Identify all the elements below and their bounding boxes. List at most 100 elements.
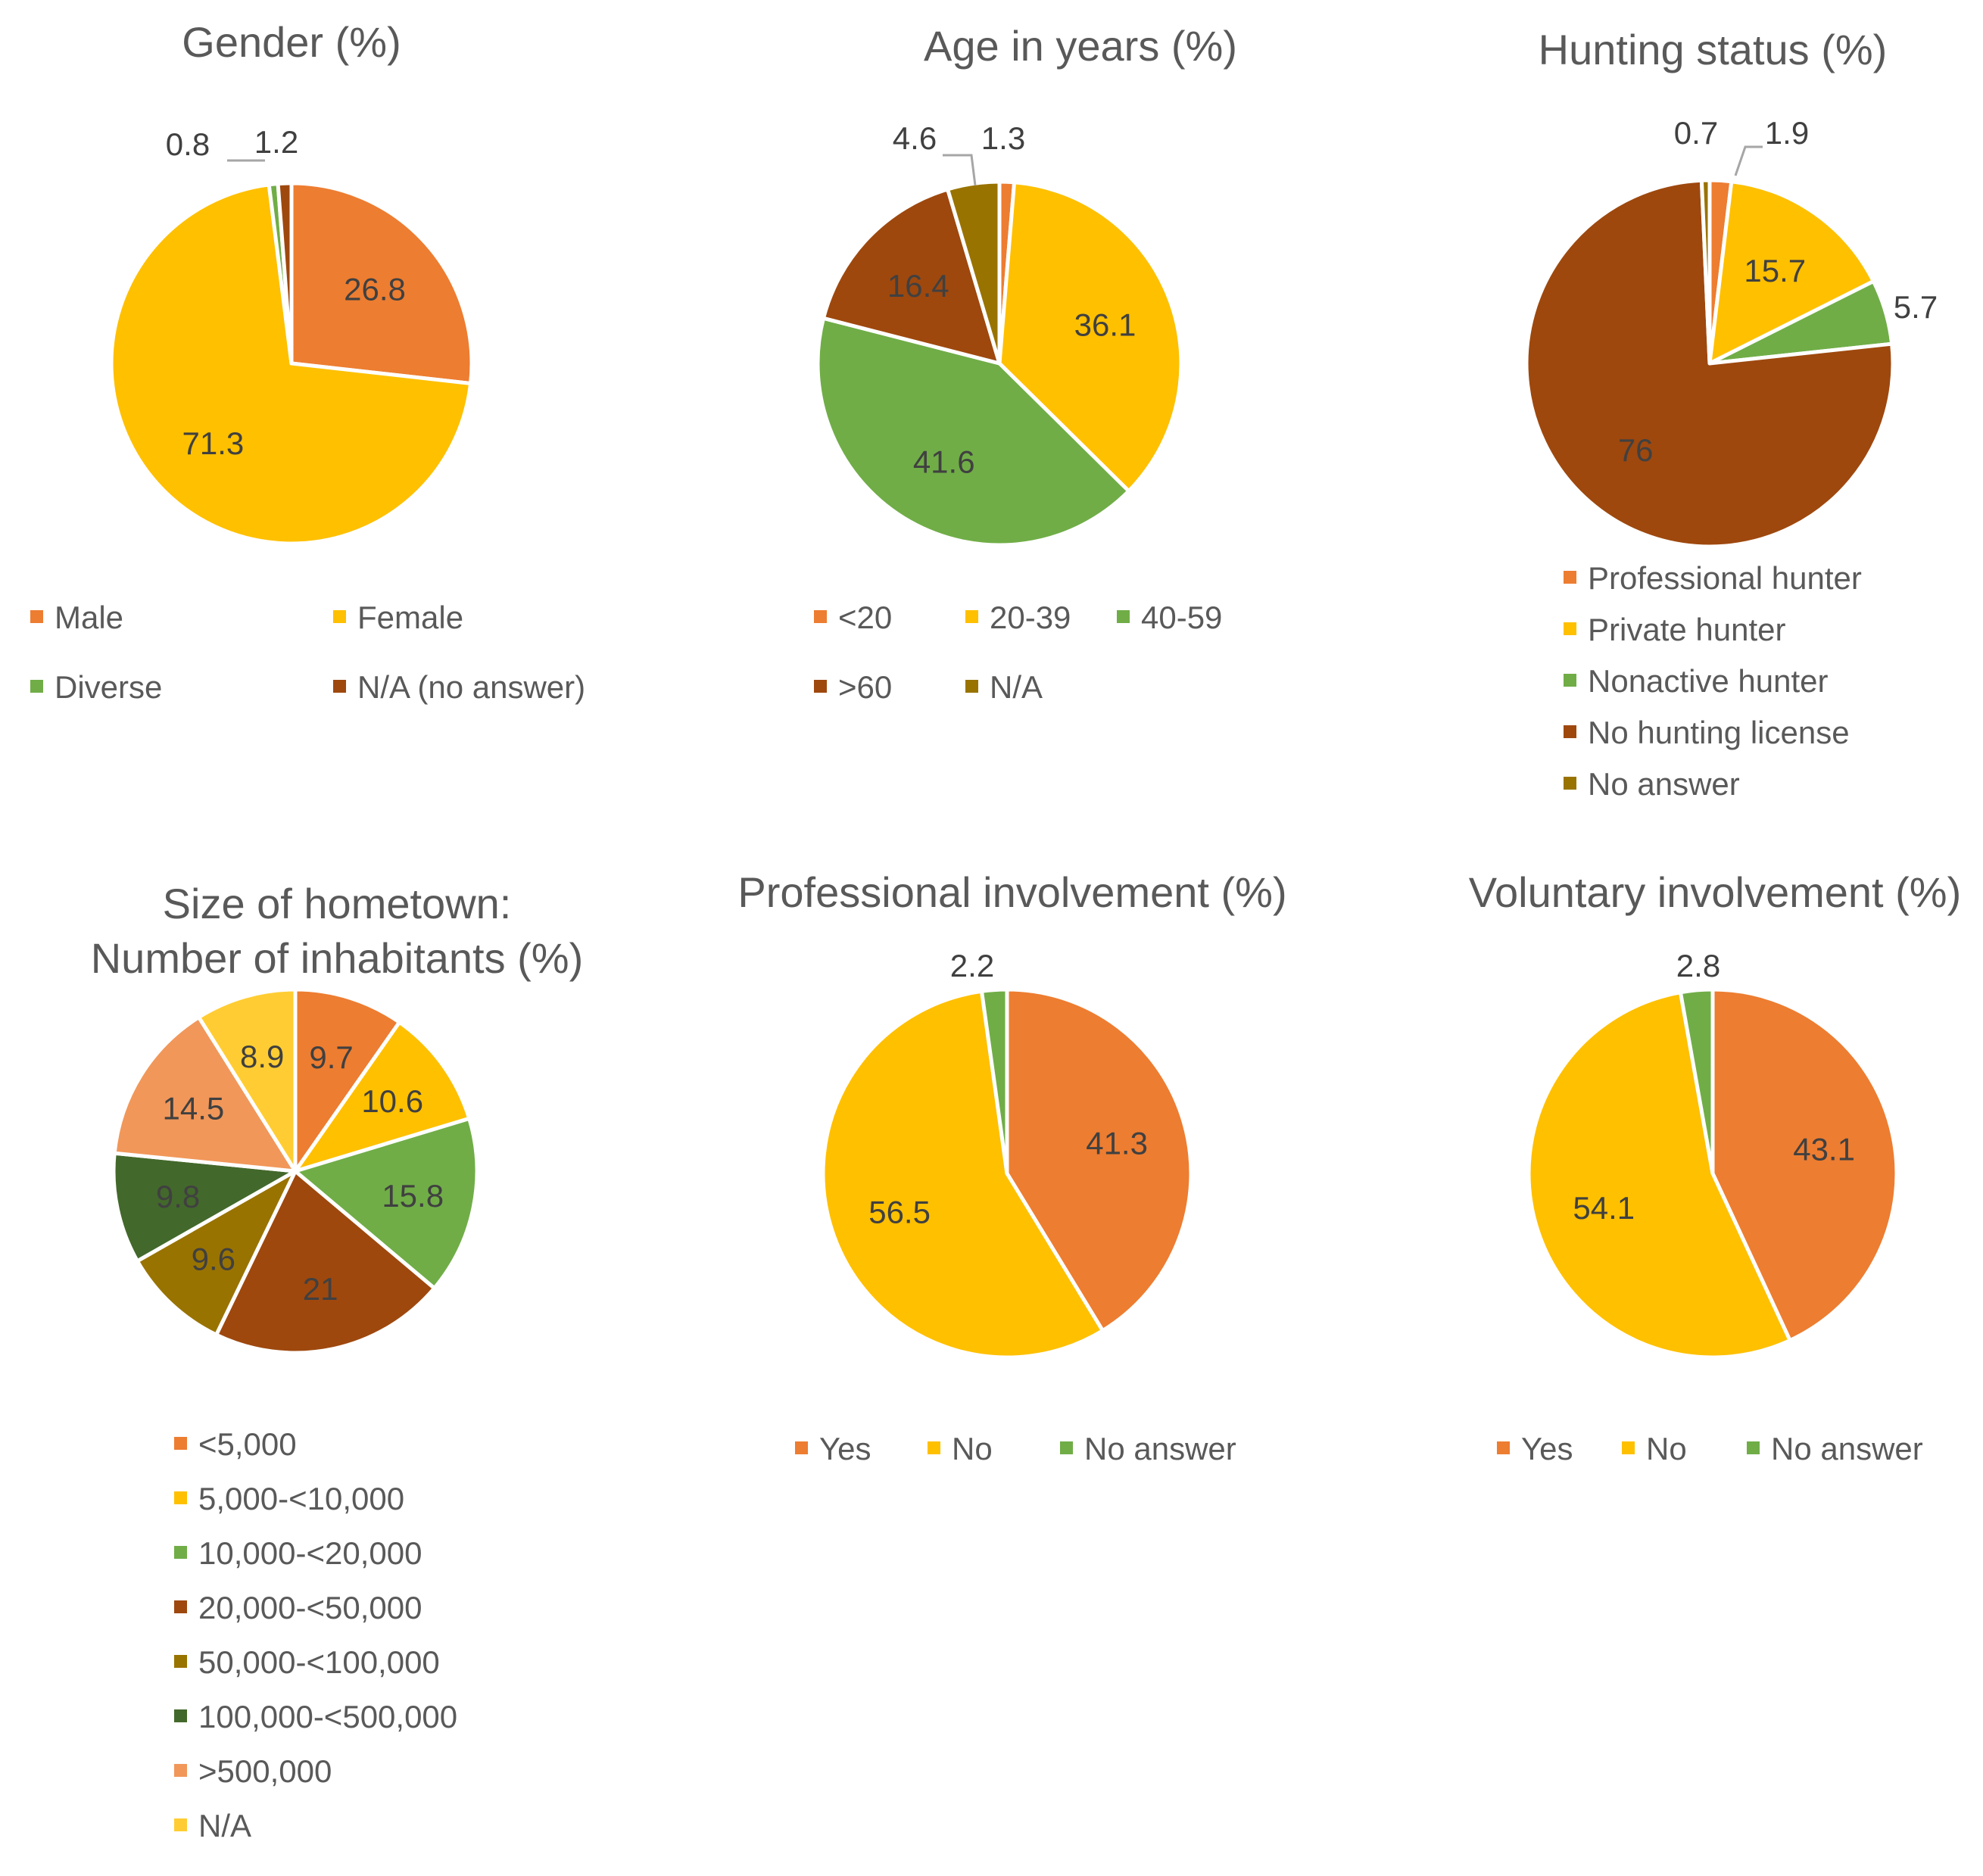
legend-swatch	[1622, 1441, 1635, 1454]
data-label-no-answer: 0.7	[1674, 115, 1718, 151]
legend-label: Female	[357, 600, 463, 635]
legend-swatch	[965, 680, 978, 693]
legend-item-20-39: 20-39	[965, 600, 1071, 635]
legend-swatch	[1747, 1441, 1760, 1454]
data-label-n-a-no-answer: 1.2	[254, 124, 298, 160]
data-label-diverse: 0.8	[166, 126, 210, 162]
legend-label: 50,000-<100,000	[198, 1644, 440, 1680]
legend-label: 20-39	[990, 600, 1071, 635]
leader-line-n-a	[943, 154, 977, 186]
data-label-female: 71.3	[182, 425, 245, 461]
data-label-5-000: 9.7	[309, 1039, 353, 1075]
legend-item-no-answer: No answer	[1564, 766, 1740, 802]
legend-item-female: Female	[333, 600, 463, 635]
legend-item-no: No	[928, 1431, 993, 1466]
pie-slice-n-a	[946, 179, 1002, 366]
pie-slices	[821, 987, 1193, 1360]
legend-swatch	[1564, 725, 1576, 738]
legend: <20 20-39 40-59 >60 N/A	[814, 600, 1222, 705]
legend-item-no-answer: No answer	[1747, 1431, 1923, 1466]
legend-item-no-answer: No answer	[1060, 1431, 1236, 1466]
legend-label: 40-59	[1141, 600, 1222, 635]
legend-item-20-000-50-000: 20,000-<50,000	[174, 1590, 422, 1625]
legend-swatch	[174, 1818, 187, 1831]
pie-slice-50-000-100-000	[135, 1169, 298, 1337]
legend-label: Private hunter	[1588, 612, 1785, 647]
data-label-yes: 41.3	[1086, 1125, 1148, 1161]
pie-slice-5-000	[293, 987, 401, 1173]
legend-swatch	[174, 1655, 187, 1668]
legend-item-yes: Yes	[1497, 1431, 1573, 1466]
legend-label: >60	[838, 669, 892, 705]
legend-label: Yes	[1521, 1431, 1573, 1466]
data-label-5-000-10-000: 10.6	[361, 1083, 423, 1119]
chart-title-line-1: Size of hometown:	[163, 880, 512, 927]
gender-pie-chart: Gender (%) 26.8 71.3 0.8 1.2 Male Female Dive…	[30, 18, 585, 705]
legend-swatch	[333, 610, 346, 623]
pie-slice-no	[821, 989, 1105, 1360]
data-labels: 9.710.6 15.8 21 9.6 9.8 14.5 8.9	[156, 1039, 444, 1307]
pie-slice-n-a	[197, 987, 298, 1173]
legend-label: 5,000-<10,000	[198, 1481, 404, 1516]
legend-swatch	[1564, 622, 1576, 635]
legend: <5,000 5,000-<10,000 10,000-<20,000 20,000-…	[174, 1426, 457, 1843]
data-label-n-a: 8.9	[240, 1039, 284, 1074]
legend-swatch	[174, 1546, 187, 1559]
legend-item-5-000: <5,000	[174, 1426, 297, 1462]
data-labels: 41.3 56.5 2.2	[868, 948, 1148, 1230]
legend-label: No hunting license	[1588, 715, 1850, 750]
data-label-no: 54.1	[1573, 1190, 1635, 1226]
pie-slice-60	[822, 187, 1002, 366]
data-label-n-a: 4.6	[893, 120, 937, 156]
legend-swatch	[814, 610, 827, 623]
hunting-status-pie-chart: Hunting status (%) 1.9 15.7 5.7 76 0.7 Profe…	[1524, 26, 1938, 802]
legend-swatch	[174, 1600, 187, 1613]
legend-label: No answer	[1588, 766, 1740, 802]
legend-label: 20,000-<50,000	[198, 1590, 422, 1625]
pie-slice-20-000-50-000	[214, 1169, 437, 1355]
legend-swatch	[333, 680, 346, 693]
pie-slices	[1526, 987, 1899, 1360]
legend-label: Diverse	[55, 669, 162, 705]
pie-slices	[815, 179, 1183, 547]
legend-swatch	[174, 1437, 187, 1450]
legend-label: <20	[838, 600, 892, 635]
chart-title: Hunting status (%)	[1539, 26, 1888, 73]
legend-item-n-a: N/A	[174, 1808, 251, 1843]
legend-item-private-hunter: Private hunter	[1564, 612, 1785, 647]
data-label-professional-hunter: 1.9	[1765, 115, 1809, 151]
data-label-60: 16.4	[887, 268, 949, 304]
data-label-no: 56.5	[868, 1195, 931, 1230]
data-labels: 1.9 15.7 5.7 76 0.7	[1618, 115, 1938, 468]
legend-label: No	[952, 1431, 993, 1466]
legend-label: Male	[55, 600, 123, 635]
voluntary-involvement-pie-chart: Voluntary involvement (%) 43.1 54.1 2.8 Ye…	[1469, 868, 1962, 1466]
pie-slice-private-hunter	[1707, 179, 1875, 366]
legend: Yes No No answer	[795, 1431, 1236, 1466]
pie-slice-no-answer	[980, 987, 1009, 1176]
pie-slice-yes	[1710, 987, 1899, 1343]
legend-item-60: >60	[814, 669, 892, 705]
legend-label: N/A	[990, 669, 1043, 705]
legend-item-100-000-500-000: 100,000-<500,000	[174, 1699, 457, 1734]
chart-title: Gender (%)	[182, 18, 401, 66]
pie-slice-n-a-no-answer	[276, 181, 294, 366]
legend-label: <5,000	[198, 1426, 297, 1462]
data-labels: 26.8 71.3 0.8 1.2	[166, 124, 406, 461]
legend-label: 100,000-<500,000	[198, 1699, 457, 1734]
data-label-private-hunter: 15.7	[1744, 253, 1806, 288]
legend-item-5-000-10-000: 5,000-<10,000	[174, 1481, 404, 1516]
legend-swatch	[928, 1441, 940, 1454]
data-label-no-hunting-license: 76	[1618, 432, 1654, 468]
pie-slice-100-000-500-000	[111, 1151, 298, 1264]
legend-label: Yes	[819, 1431, 871, 1466]
pie-slice-yes	[1005, 987, 1193, 1333]
data-label-100-000-500-000: 9.8	[156, 1179, 200, 1214]
age-pie-chart: Age in years (%) 1.3 36.1 41.6 16.4 4.6 <20 2…	[814, 22, 1237, 705]
pie-slice-no	[1526, 990, 1792, 1360]
legend-item-diverse: Diverse	[30, 669, 162, 705]
data-label-20-000-50-000: 21	[303, 1271, 338, 1307]
legend-item-male: Male	[30, 600, 123, 635]
legend-swatch	[1564, 777, 1576, 790]
legend-swatch	[814, 680, 827, 693]
